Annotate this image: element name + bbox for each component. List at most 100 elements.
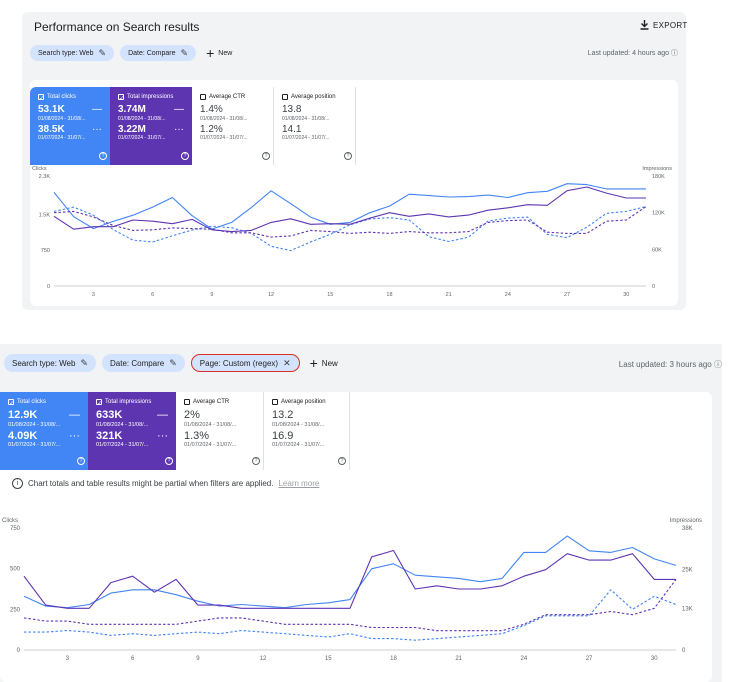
metric-date: 01/08/2024 - 31/08/... [282,115,330,122]
metric-date-prev: 01/07/2024 - 31/07/... [200,135,248,141]
checkbox-checked-icon: ✓ [96,399,103,407]
metric-label: Total clicks [17,399,47,405]
metric-label: Average CTR [209,94,246,100]
y2-axis-title: Impressions [670,518,702,524]
help-icon: ? [262,152,270,160]
y-tick-label: 250 [10,607,21,613]
chip-label: Search type: Web [12,358,76,368]
close-icon[interactable]: ✕ [283,357,291,368]
chip-label: Date: Compare [128,49,176,57]
metric-date: 01/08/2024 - 31/08/... [96,421,149,428]
metric-value: 633K [96,409,123,421]
metric-average-position[interactable]: Average position 13.2 01/08/2024 - 31/08… [264,392,350,470]
x-tick-label: 15 [327,292,333,298]
chip-search-type[interactable]: Search type: Web ✎ [4,354,96,372]
metric-total-impressions[interactable]: ✓ Total impressions 3.74M — 01/08/2024 - 3… [110,87,192,165]
metric-value-prev: 1.3% [184,429,210,442]
x-tick-label: 24 [521,656,528,662]
x-tick-label: 18 [386,292,392,298]
dashed-line-icon: ··· [174,123,184,135]
new-label: New [218,49,233,57]
new-filter-button[interactable]: + New [310,356,338,370]
chip-label: Page: Custom (regex) [199,358,279,368]
help-icon: ? [344,152,352,160]
metric-date: 01/08/2024 - 31/08/... [272,421,325,428]
checkbox-checked-icon: ✓ [8,399,15,407]
metric-label: Average position [291,94,336,100]
metric-date: 01/08/2024 - 31/08/... [38,115,86,122]
x-tick-label: 9 [210,292,213,298]
y2-tick-label: 0 [652,284,655,290]
x-tick-label: 6 [131,656,135,662]
metric-date-prev: 01/07/2024 - 31/07/... [8,442,61,449]
metric-date-prev: 01/07/2024 - 31/07/... [118,135,166,141]
y2-tick-label: 180K [652,174,665,180]
export-button[interactable]: EXPORT [640,20,688,30]
new-filter-button[interactable]: + New [206,46,232,60]
x-tick-label: 3 [66,656,70,662]
help-icon: ⓘ [671,50,678,57]
checkbox-icon [272,399,278,405]
y2-tick-label: 38K [682,526,693,532]
chip-label: Date: Compare [110,358,165,368]
x-tick-label: 24 [505,292,511,298]
last-updated: Last updated: 3 hours ago ⓘ [618,360,722,369]
clicks-previous-line [53,206,647,252]
new-label: New [321,358,338,368]
chip-page-regex[interactable]: Page: Custom (regex) ✕ [190,354,300,372]
performance-chart-bottom: Clicks Impressions 0 250 500 750 0 13K 25K 38K 3 6 9… [2,518,702,662]
metric-average-ctr[interactable]: Average CTR 2% 01/08/2024 - 31/08/... 1.… [176,392,264,470]
metric-label: Average CTR [193,399,230,405]
dashed-line-icon: ··· [69,429,80,442]
chip-date[interactable]: Date: Compare ✎ [102,354,185,372]
clicks-current-line [23,535,677,609]
help-icon: ? [252,457,260,465]
help-icon: ⓘ [714,360,722,369]
metric-label: Total impressions [127,94,174,100]
metric-value-prev: 3.22M [118,123,146,135]
checkbox-icon [200,94,206,100]
y2-tick-label: 60K [652,247,662,253]
info-icon: i [12,478,23,489]
metric-total-clicks[interactable]: ✓ Total clicks 53.1K — 01/08/2024 - 31/08/… [30,87,110,165]
clicks-previous-line [24,589,677,641]
y-tick-label: 750 [41,248,50,254]
metric-date-prev: 01/07/2024 - 31/07/... [184,442,237,449]
x-tick-label: 30 [651,656,658,662]
y-axis-title: Clicks [32,166,47,172]
y2-tick-label: 13K [682,606,693,612]
metric-value: 1.4% [200,104,223,115]
metric-date: 01/08/2024 - 31/08/... [8,421,61,428]
metric-average-ctr[interactable]: Average CTR 1.4% 01/08/2024 - 31/08/... … [192,87,274,165]
help-icon: ? [99,152,107,160]
solid-line-icon: — [92,104,102,115]
metric-total-clicks[interactable]: ✓ Total clicks 12.9K — 01/08/2024 - 31/08/… [0,392,88,470]
metric-date: 01/08/2024 - 31/08/... [200,115,248,122]
clicks-current-line [53,183,646,230]
metric-label: Average position [281,399,326,405]
x-tick-label: 27 [586,656,593,662]
x-tick-label: 15 [325,656,332,662]
x-tick-label: 9 [196,656,200,662]
plus-icon: + [206,45,215,61]
performance-panel-bottom: Search type: Web ✎ Date: Compare ✎ Page:… [0,344,722,682]
y-tick-label: 0 [17,648,21,654]
metric-value-prev: 4.09K [8,429,38,442]
partial-results-notice: i Chart totals and table results might b… [12,478,319,489]
learn-more-link[interactable]: Learn more [278,479,320,488]
chip-label: Search type: Web [38,49,94,57]
chip-date[interactable]: Date: Compare ✎ [120,45,197,61]
metric-date-prev: 01/07/2024 - 31/07/... [282,135,330,141]
metric-average-position[interactable]: Average position 13.8 01/08/2024 - 31/08… [274,87,356,165]
metric-value-prev: 14.1 [282,123,302,135]
metric-label: Total clicks [47,94,77,100]
metric-value-prev: 16.9 [272,429,294,442]
metric-date-prev: 01/07/2024 - 31/07/... [38,135,86,141]
chip-search-type[interactable]: Search type: Web ✎ [30,45,115,61]
download-icon [640,20,649,30]
metric-date: 01/08/2024 - 31/08/... [118,115,166,122]
x-tick-label: 6 [151,292,154,298]
checkbox-icon [184,399,190,405]
metric-value: 2% [184,409,200,421]
metric-total-impressions[interactable]: ✓ Total impressions 633K — 01/08/2024 - 31… [88,392,176,470]
